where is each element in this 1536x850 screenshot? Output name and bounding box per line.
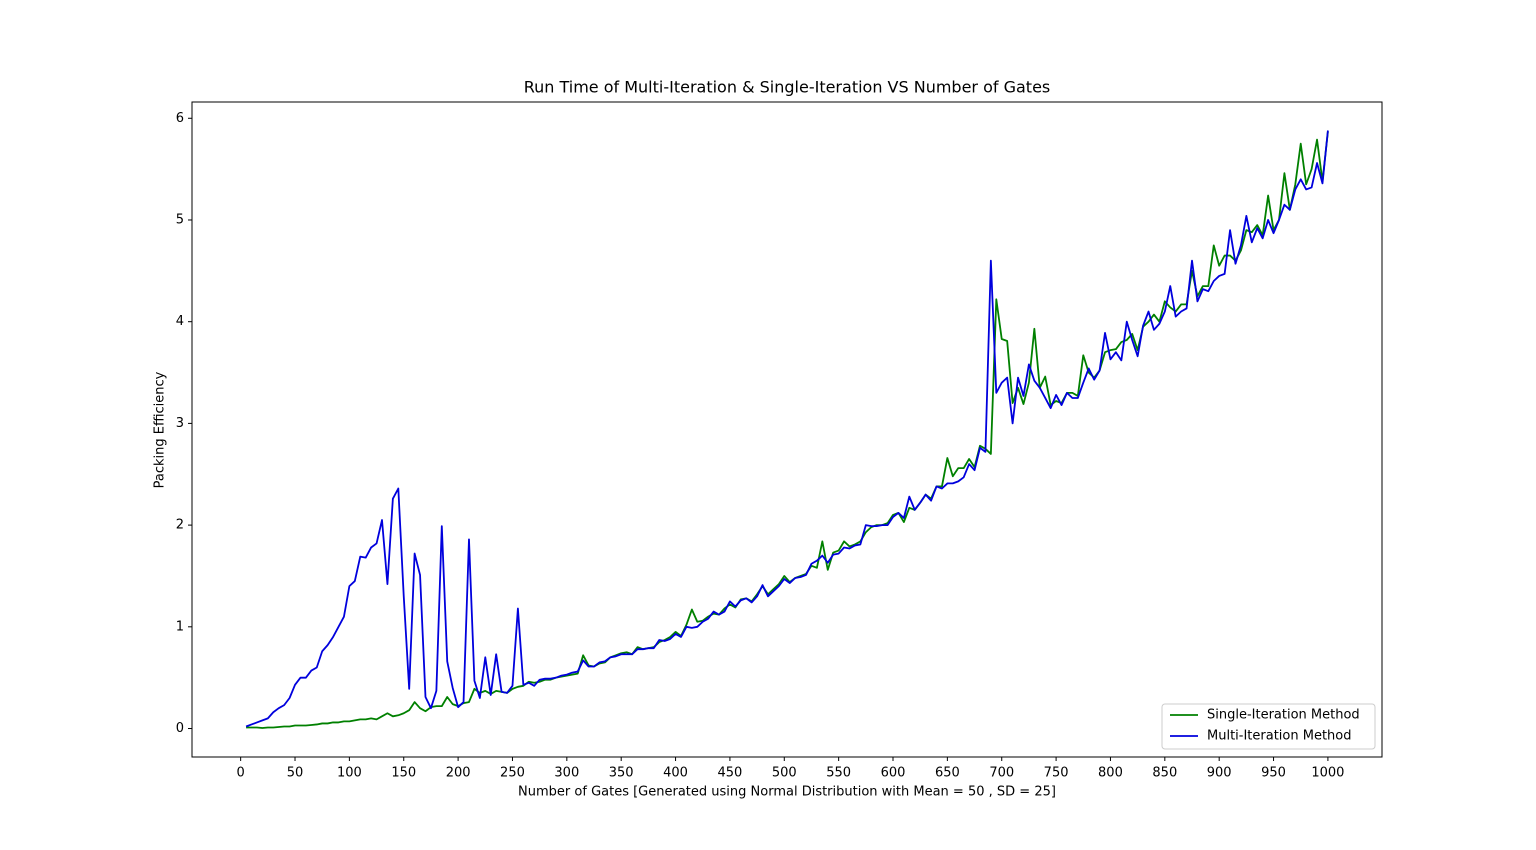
x-tick-label: 300 <box>554 766 579 781</box>
x-tick-label: 800 <box>1098 766 1123 781</box>
x-tick-label: 350 <box>609 766 634 781</box>
y-tick-label: 3 <box>176 416 184 431</box>
chart-title: Run Time of Multi-Iteration & Single-Ite… <box>524 78 1051 97</box>
plot-frame <box>191 101 1383 758</box>
x-tick-label: 900 <box>1207 766 1232 781</box>
x-tick-label: 450 <box>718 766 743 781</box>
x-tick-label: 200 <box>446 766 471 781</box>
x-axis-label: Number of Gates [Generated using Normal … <box>518 785 1056 800</box>
y-tick-label: 4 <box>176 314 184 329</box>
line-series <box>245 130 1329 728</box>
legend-label: Single-Iteration Method <box>1207 708 1360 723</box>
y-axis-label: Packing Efficiency <box>153 371 168 488</box>
x-tick-label: 750 <box>1044 766 1069 781</box>
y-tick-label: 0 <box>176 721 184 736</box>
y-tick-label: 5 <box>176 212 184 227</box>
x-tick-label: 600 <box>881 766 906 781</box>
x-tick-label: 550 <box>826 766 851 781</box>
x-tick-label: 100 <box>337 766 362 781</box>
x-tick-label: 650 <box>935 766 960 781</box>
y-tick-label: 6 <box>176 111 184 126</box>
legend-box <box>1161 703 1376 750</box>
y-tick-label: 2 <box>176 518 184 533</box>
legend-label: Multi-Iteration Method <box>1207 729 1352 744</box>
x-tick-label: 0 <box>237 766 245 781</box>
x-tick-label: 700 <box>989 766 1014 781</box>
x-tick-label: 50 <box>287 766 304 781</box>
x-tick-label: 400 <box>663 766 688 781</box>
y-tick-label: 1 <box>176 619 184 634</box>
x-tick-label: 150 <box>391 766 416 781</box>
line-series <box>246 131 1329 729</box>
x-tick-label: 1000 <box>1311 766 1344 781</box>
x-tick-label: 500 <box>772 766 797 781</box>
x-tick-label: 850 <box>1152 766 1177 781</box>
x-tick-label: 950 <box>1261 766 1286 781</box>
x-tick-label: 250 <box>500 766 525 781</box>
